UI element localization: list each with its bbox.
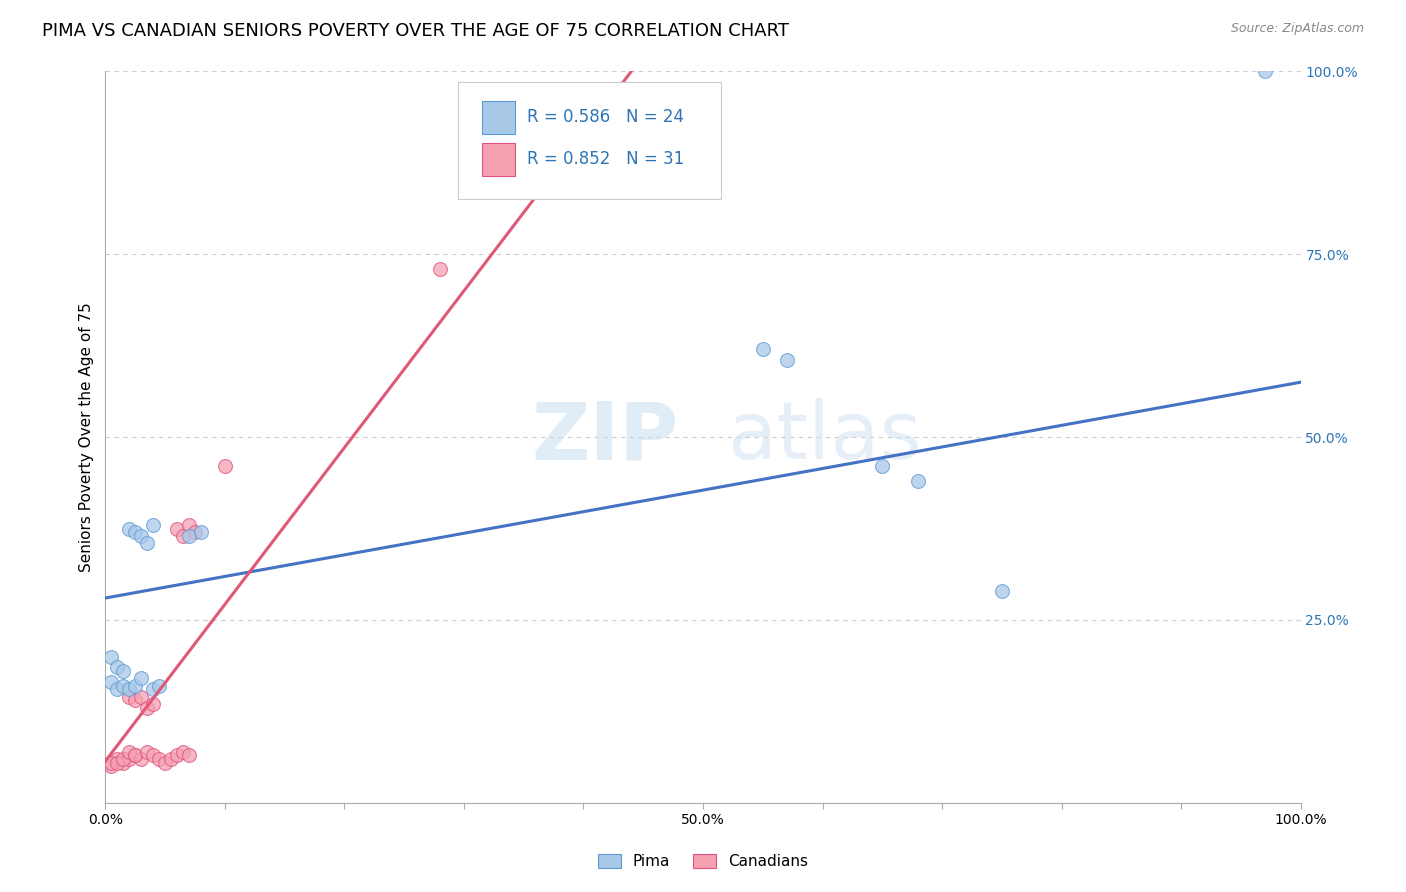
Y-axis label: Seniors Poverty Over the Age of 75: Seniors Poverty Over the Age of 75 — [79, 302, 94, 572]
Point — [136, 745, 159, 759]
Point — [776, 353, 799, 368]
Point — [990, 583, 1012, 598]
Point — [142, 697, 165, 711]
Point — [107, 682, 129, 697]
Point — [118, 521, 141, 535]
Text: R = 0.586   N = 24: R = 0.586 N = 24 — [527, 109, 685, 127]
Point — [153, 756, 177, 770]
Point — [118, 690, 141, 704]
Point — [118, 745, 141, 759]
Point — [177, 529, 201, 543]
Point — [129, 672, 153, 686]
Point — [172, 529, 194, 543]
Point — [177, 748, 201, 763]
Point — [184, 525, 207, 540]
Text: R = 0.852   N = 31: R = 0.852 N = 31 — [527, 150, 685, 168]
Point — [129, 690, 153, 704]
Point — [148, 752, 170, 766]
Point — [118, 752, 141, 766]
Point — [124, 693, 146, 707]
Point — [177, 517, 201, 532]
Point — [112, 679, 135, 693]
Point — [751, 343, 773, 357]
Point — [166, 748, 188, 763]
Point — [142, 517, 165, 532]
Point — [172, 745, 194, 759]
Legend: Pima, Canadians: Pima, Canadians — [592, 848, 814, 875]
Point — [160, 752, 183, 766]
Point — [166, 521, 188, 535]
Point — [548, 94, 571, 108]
Point — [142, 682, 165, 697]
FancyBboxPatch shape — [482, 101, 516, 134]
Point — [107, 756, 129, 770]
Point — [112, 664, 135, 678]
Point — [136, 536, 159, 550]
Point — [112, 752, 135, 766]
Point — [112, 756, 135, 770]
Point — [148, 679, 170, 693]
Text: Source: ZipAtlas.com: Source: ZipAtlas.com — [1230, 22, 1364, 36]
Point — [124, 679, 146, 693]
Point — [100, 649, 122, 664]
Point — [107, 752, 129, 766]
Point — [1254, 64, 1277, 78]
Point — [142, 748, 165, 763]
Point — [107, 660, 129, 674]
Point — [118, 682, 141, 697]
Point — [129, 529, 153, 543]
Point — [214, 459, 236, 474]
Point — [124, 748, 146, 763]
Point — [100, 675, 122, 690]
Point — [100, 756, 122, 770]
Point — [129, 752, 153, 766]
Point — [907, 474, 929, 488]
Point — [872, 459, 894, 474]
FancyBboxPatch shape — [458, 82, 721, 200]
FancyBboxPatch shape — [482, 143, 516, 176]
Point — [190, 525, 212, 540]
Point — [136, 700, 159, 714]
Point — [429, 261, 451, 276]
Text: PIMA VS CANADIAN SENIORS POVERTY OVER THE AGE OF 75 CORRELATION CHART: PIMA VS CANADIAN SENIORS POVERTY OVER TH… — [42, 22, 789, 40]
Point — [100, 759, 122, 773]
Point — [124, 525, 146, 540]
Point — [124, 748, 146, 763]
Text: atlas: atlas — [727, 398, 921, 476]
Text: ZIP: ZIP — [531, 398, 679, 476]
